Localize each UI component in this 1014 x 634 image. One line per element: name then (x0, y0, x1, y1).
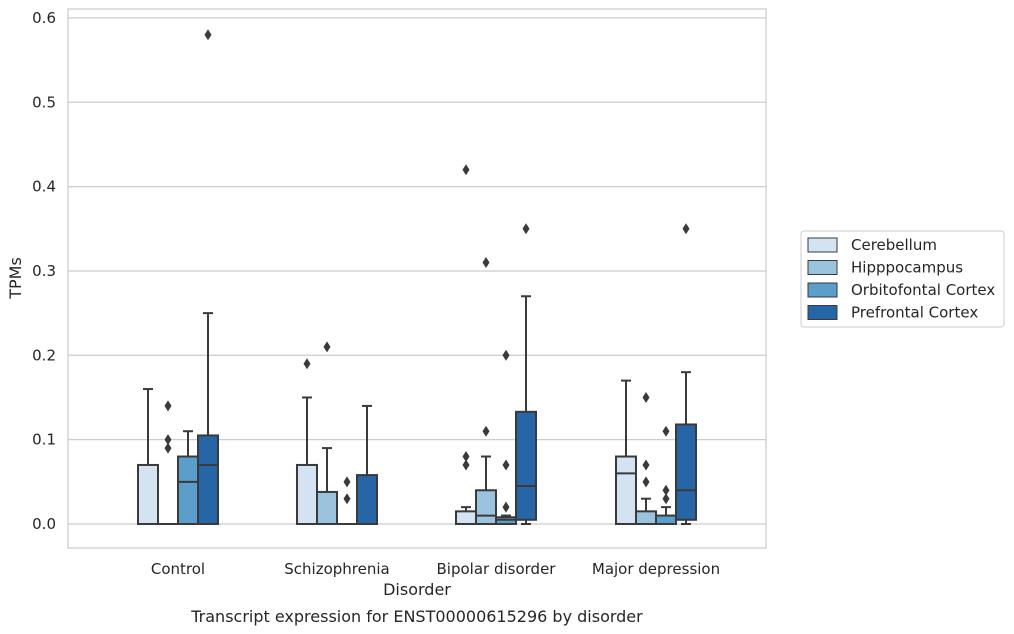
outlier-marker (343, 476, 351, 488)
outlier-marker (682, 223, 690, 235)
box (177, 430, 199, 525)
legend-label: Hipppocampus (851, 259, 963, 277)
chart-caption: Transcript expression for ENST0000061529… (190, 607, 643, 626)
y-tick-label: 0.3 (32, 262, 56, 280)
box (337, 476, 357, 525)
outlier-marker (343, 493, 351, 505)
outlier-marker (502, 349, 510, 361)
outlier-marker (642, 459, 650, 471)
box (515, 223, 537, 525)
legend-swatch (807, 282, 838, 298)
x-tick-label: Bipolar disorder (437, 560, 557, 578)
x-tick-label: Control (151, 560, 205, 578)
outlier-marker (204, 29, 212, 41)
outlier-marker (164, 442, 172, 454)
outlier-marker (164, 434, 172, 446)
x-tick-label: Major depression (592, 560, 720, 578)
legend-swatch (807, 260, 838, 275)
box-body (475, 489, 497, 526)
legend-label: Prefrontal Cortex (851, 304, 978, 322)
box (316, 341, 338, 525)
box (675, 223, 697, 525)
outlier-marker (662, 425, 670, 437)
gridlines (68, 17, 766, 525)
plot-frame (67, 8, 767, 549)
outlier-marker (462, 451, 470, 463)
outlier-marker (323, 341, 331, 353)
box (197, 29, 219, 525)
box (455, 164, 477, 526)
box-body (635, 510, 657, 526)
box-body (655, 514, 677, 526)
outlier-marker (662, 484, 670, 496)
box (615, 379, 637, 525)
y-axis-title: TPMs (6, 257, 25, 300)
box-body (515, 410, 537, 521)
outlier-marker (642, 476, 650, 488)
box-body (356, 474, 378, 525)
y-tick-label: 0.2 (32, 346, 56, 364)
box-body (137, 463, 159, 525)
legend-frame (800, 230, 1005, 328)
legend-label: Orbitofontal Cortex (851, 281, 995, 299)
box-body (296, 463, 318, 525)
y-tick-labels: 0.0 0.1 0.2 0.3 0.4 0.5 0.6 (32, 9, 56, 533)
y-tick-label: 0.5 (32, 93, 56, 111)
x-tick-labels: Control Schizophrenia Bipolar disorder Majo… (151, 560, 720, 578)
box (158, 400, 178, 525)
box (655, 425, 677, 526)
box-body (455, 510, 477, 526)
outlier-marker (303, 358, 311, 370)
plot-background (68, 9, 766, 548)
outlier-marker (482, 257, 490, 269)
box (475, 257, 497, 526)
outlier-marker (642, 391, 650, 403)
box-body (177, 455, 199, 525)
legend: Cerebellum Hipppocampus Orbitofontal Corte… (800, 230, 1005, 328)
y-tick-label: 0.1 (32, 431, 56, 449)
outlier-marker (662, 493, 670, 505)
y-tick-label: 0.0 (32, 515, 56, 533)
legend-swatch (807, 237, 838, 253)
legend-swatch (807, 305, 838, 320)
box-body (316, 490, 338, 525)
box (296, 358, 318, 525)
outlier-marker (462, 459, 470, 471)
legend-label: Cerebellum (851, 236, 937, 254)
box-body (675, 423, 697, 521)
box (356, 404, 378, 525)
box (137, 388, 159, 525)
outlier-marker (522, 223, 530, 235)
x-axis-title: Disorder (383, 580, 451, 599)
box-body (197, 434, 219, 525)
y-tick-label: 0.6 (32, 9, 56, 27)
outlier-marker (482, 425, 490, 437)
outlier-marker (462, 164, 470, 176)
x-tick-label: Schizophrenia (284, 560, 389, 578)
boxes (137, 29, 697, 526)
outlier-marker (164, 400, 172, 412)
outlier-marker (502, 501, 510, 513)
box-body (615, 455, 637, 525)
y-tick-label: 0.4 (32, 178, 56, 196)
box (495, 349, 517, 526)
outlier-marker (502, 459, 510, 471)
